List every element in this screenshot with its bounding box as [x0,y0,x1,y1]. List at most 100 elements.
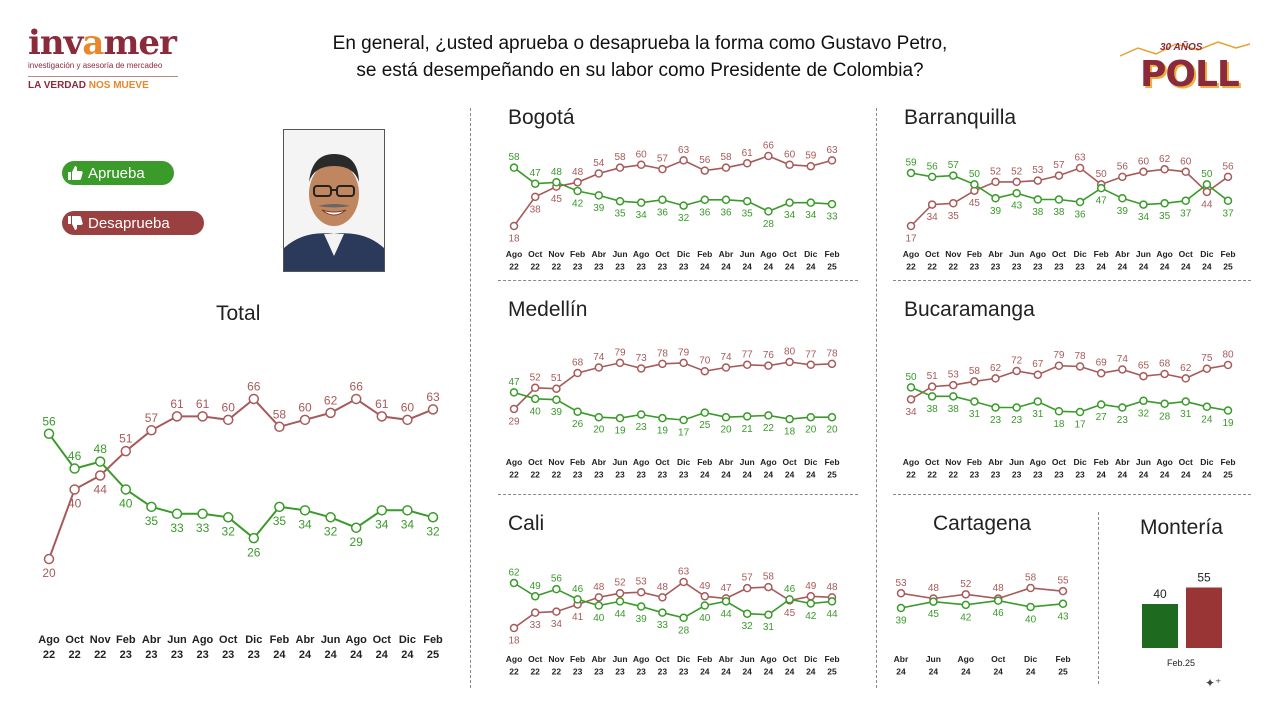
barranquilla-desaprueba-point [1139,167,1148,177]
medellin-tick-year: 23 [636,470,646,480]
medellin-aprueba-line [513,391,832,421]
cartagena-desaprueba-label: 55 [1057,576,1069,587]
barranquilla-tick-month: Oct [1179,249,1193,259]
total-tick-month: Feb [423,634,443,646]
total-aprueba-label: 34 [375,517,389,531]
total-desaprueba-point [43,553,55,565]
sparkle-icon: ✦⁺ [1205,676,1222,690]
cali-tick-year: 24 [742,667,752,677]
bogota-tick-month: Oct [528,249,542,259]
barranquilla-aprueba-point [906,168,916,178]
barranquilla-tick-year: 23 [1054,262,1064,272]
bogota-desaprueba-label: 63 [826,145,838,156]
total-desaprueba-label: 60 [401,400,415,414]
total-aprueba-label: 46 [68,449,82,463]
bucaramanga-tick-month: Abr [988,457,1003,467]
bogota-aprueba-point [827,199,837,209]
bucaramanga-desaprueba-label: 79 [1053,350,1065,361]
medellin-aprueba-point [615,413,625,423]
barranquilla-desaprueba-point [1012,177,1021,187]
chart-cartagena: 39 53 45 48 42 52 46 48 40 58 43 55 Abr 24 Jun 24 Ago 24 O… [894,573,1071,677]
bucaramanga-desaprueba-label: 74 [1117,354,1129,365]
barranquilla-tick-month: Abr [988,249,1003,259]
chart-total: 56 20 46 40 48 44 40 51 35 57 33 61 33 61 32 60 26 66 35 58… [38,379,443,661]
medellin-tick-year: 23 [573,470,583,480]
survey-question: En general, ¿usted aprueba o desaprueba … [290,30,990,84]
total-tick-month: Oct [219,634,238,646]
bucaramanga-aprueba-point [970,397,979,406]
poll-logo-zigzag [1119,41,1251,57]
medellin-tick-month: Oct [528,457,542,467]
medellin-desaprueba-label: 74 [593,352,605,363]
medellin-desaprueba-line [513,361,833,410]
cali-desaprueba-label: 34 [551,619,563,630]
bogota-aprueba-label: 32 [678,213,690,224]
bucaramanga-desaprueba-label: 72 [1011,355,1023,366]
barranquilla-desaprueba-point [1160,165,1169,174]
bucaramanga-aprueba-label: 23 [1117,415,1129,426]
bucaramanga-desaprueba-line [910,364,1229,400]
cartagena-tick-month: Oct [991,654,1005,664]
cali-desaprueba-label: 33 [530,620,542,631]
medellin-tick-month: Dic [677,457,691,467]
divider-row2-mid [498,494,858,495]
bucaramanga-aprueba-label: 19 [1222,418,1234,429]
bucaramanga-aprueba-point [1033,397,1043,406]
barranquilla-tick-month: Feb [1094,249,1109,259]
barranquilla-tick-year: 23 [1033,262,1043,272]
total-aprueba-point [146,501,157,513]
bucaramanga-aprueba-point [1012,403,1021,412]
cali-tick-month: Oct [655,654,669,664]
cartagena-desaprueba-label: 52 [960,579,972,590]
total-aprueba-label: 26 [247,545,261,559]
cali-desaprueba-label: 52 [614,578,626,589]
medellin-desaprueba-label: 79 [614,347,626,358]
cali-aprueba-point [679,613,688,623]
medellin-aprueba-label: 17 [678,428,690,439]
bucaramanga-desaprueba-label: 65 [1138,361,1150,372]
barranquilla-aprueba-label: 59 [905,158,917,169]
total-desaprueba-label: 66 [247,379,261,393]
bogota-desaprueba-label: 60 [784,149,796,160]
bogota-aprueba-label: 33 [826,212,838,223]
barranquilla-aprueba-point [1075,197,1085,207]
cali-aprueba-point [509,578,519,588]
bogota-aprueba-label: 58 [508,152,520,163]
cali-desaprueba-label: 49 [699,581,711,592]
total-aprueba-point [376,505,388,516]
bogota-desaprueba-point [615,163,625,172]
cali-aprueba-point [594,601,604,610]
bucaramanga-aprueba-point [1202,402,1212,412]
medellin-desaprueba-label: 68 [572,358,584,369]
total-aprueba-label: 35 [273,514,287,528]
total-aprueba-label: 56 [42,414,56,428]
total-desaprueba-point [94,470,106,481]
bogota-aprueba-label: 34 [784,210,796,221]
total-tick-year: 24 [350,649,363,661]
barranquilla-desaprueba-point [991,177,1000,187]
bucaramanga-aprueba-line [910,386,1229,413]
bogota-aprueba-label: 34 [636,210,648,221]
total-aprueba-label: 48 [94,442,108,456]
barranquilla-tick-month: Ago [1156,249,1173,259]
medellin-desaprueba-label: 77 [742,349,754,360]
bucaramanga-aprueba-point [927,392,937,401]
barranquilla-desaprueba-point [1223,172,1233,182]
barranquilla-desaprueba-point [1118,172,1127,182]
barranquilla-tick-year: 25 [1223,262,1233,272]
medellin-tick-year: 23 [615,470,625,480]
barranquilla-desaprueba-point [1075,163,1085,173]
total-tick-year: 22 [43,649,55,661]
barranquilla-tick-month: Oct [925,249,939,259]
medellin-tick-month: Abr [719,457,734,467]
bogota-tick-month: Feb [570,249,585,259]
medellin-aprueba-label: 40 [530,406,542,417]
bogota-tick-month: Dic [677,249,691,259]
bogota-tick-year: 23 [679,262,689,272]
total-tick-month: Jun [167,634,187,646]
question-line-1: En general, ¿usted aprueba o desaprueba … [332,33,948,54]
cali-aprueba-label: 46 [572,584,584,595]
bogota-desaprueba-label: 66 [763,141,775,152]
bogota-tick-year: 24 [721,262,731,272]
bogota-aprueba-point [552,178,561,187]
